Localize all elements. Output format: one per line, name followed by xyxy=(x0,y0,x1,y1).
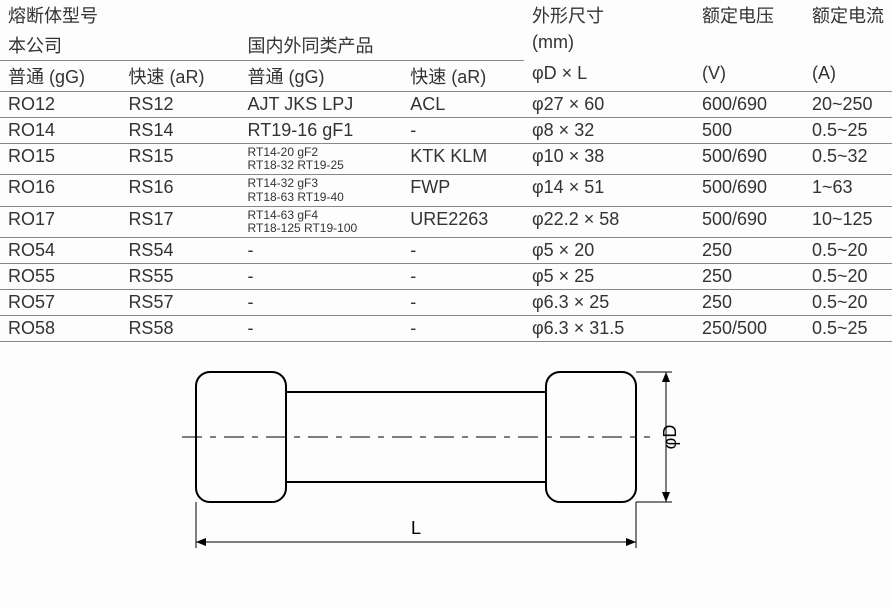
cell-a: 0.5~20 xyxy=(804,264,892,290)
cell-ar: RS17 xyxy=(120,206,239,237)
cell-dim: 8 × 32 xyxy=(524,118,694,144)
cell-ar: RS12 xyxy=(120,92,239,118)
cell-gg: RO58 xyxy=(0,316,120,342)
hdr-ar: 快速 (aR) xyxy=(120,61,239,92)
hdr-fuse-model: 熔断体型号 xyxy=(0,0,240,30)
cell-dim: 6.3 × 31.5 xyxy=(524,316,694,342)
table-row: RO55RS55--5 × 252500.5~20 xyxy=(0,264,892,290)
cell-dim: 5 × 25 xyxy=(524,264,694,290)
cell-ar: RS14 xyxy=(120,118,239,144)
cell-v: 250/500 xyxy=(694,316,804,342)
cell-dim: 10 × 38 xyxy=(524,144,694,175)
cell-ar: RS15 xyxy=(120,144,239,175)
cell-a: 0.5~25 xyxy=(804,118,892,144)
cell-gg: RO12 xyxy=(0,92,120,118)
cell-pgg: RT19-16 gF1 xyxy=(240,118,403,144)
cell-v: 600/690 xyxy=(694,92,804,118)
table-row: RO16RS16RT14-32 gF3RT18-63 RT19-40FWP14 … xyxy=(0,175,892,206)
cell-dim: 27 × 60 xyxy=(524,92,694,118)
cell-gg: RO55 xyxy=(0,264,120,290)
cell-v: 250 xyxy=(694,238,804,264)
table-row: RO58RS58--6.3 × 31.5250/5000.5~25 xyxy=(0,316,892,342)
cell-ar: RS58 xyxy=(120,316,239,342)
cell-dim: 14 × 51 xyxy=(524,175,694,206)
cell-dim: 5 × 20 xyxy=(524,238,694,264)
table-row: RO15RS15RT14-20 gF2RT18-32 RT19-25KTK KL… xyxy=(0,144,892,175)
hdr-similar-products: 国内外同类产品 xyxy=(240,30,524,61)
hdr-dim-unit: (mm) xyxy=(524,30,694,61)
svg-text:L: L xyxy=(411,518,421,538)
cell-a: 0.5~20 xyxy=(804,238,892,264)
hdr-par: 快速 (aR) xyxy=(402,61,524,92)
cell-gg: RO16 xyxy=(0,175,120,206)
cell-pgg: RT14-32 gF3RT18-63 RT19-40 xyxy=(240,175,403,206)
cell-gg: RO54 xyxy=(0,238,120,264)
cell-pgg: AJT JKS LPJ xyxy=(240,92,403,118)
cell-par: - xyxy=(402,264,524,290)
cell-a: 0.5~25 xyxy=(804,316,892,342)
cell-a: 0.5~20 xyxy=(804,290,892,316)
table-row: RO12RS12AJT JKS LPJACL27 × 60600/69020~2… xyxy=(0,92,892,118)
cell-v: 500/690 xyxy=(694,175,804,206)
fuse-diagram: φD L xyxy=(166,362,726,582)
header-row-2: 本公司 国内外同类产品 (mm) xyxy=(0,30,892,61)
cell-gg: RO14 xyxy=(0,118,120,144)
hdr-rated-voltage: 额定电压 xyxy=(694,0,804,30)
cell-par: - xyxy=(402,290,524,316)
cell-v: 250 xyxy=(694,290,804,316)
cell-ar: RS57 xyxy=(120,290,239,316)
hdr-our-company: 本公司 xyxy=(0,30,240,61)
cell-a: 1~63 xyxy=(804,175,892,206)
cell-pgg: - xyxy=(240,290,403,316)
cell-par: - xyxy=(402,316,524,342)
hdr-pgg: 普通 (gG) xyxy=(240,61,403,92)
cell-dim: 22.2 × 58 xyxy=(524,206,694,237)
hdr-v-unit: (V) xyxy=(694,61,804,92)
cell-pgg: - xyxy=(240,316,403,342)
table-body: RO12RS12AJT JKS LPJACL27 × 60600/69020~2… xyxy=(0,92,892,342)
cell-dim: 6.3 × 25 xyxy=(524,290,694,316)
cell-par: FWP xyxy=(402,175,524,206)
cell-ar: RS55 xyxy=(120,264,239,290)
cell-pgg: - xyxy=(240,264,403,290)
cell-v: 250 xyxy=(694,264,804,290)
header-row-1: 熔断体型号 外形尺寸 额定电压 额定电流 xyxy=(0,0,892,30)
cell-par: KTK KLM xyxy=(402,144,524,175)
header-row-3: 普通 (gG) 快速 (aR) 普通 (gG) 快速 (aR) D × L (V… xyxy=(0,61,892,92)
hdr-d-by-l: D × L xyxy=(524,61,694,92)
cell-a: 20~250 xyxy=(804,92,892,118)
fuse-spec-table: 熔断体型号 外形尺寸 额定电压 额定电流 本公司 国内外同类产品 (mm) 普通… xyxy=(0,0,892,342)
svg-text:φD: φD xyxy=(660,425,680,450)
cell-par: ACL xyxy=(402,92,524,118)
table-row: RO17RS17RT14-63 gF4RT18-125 RT19-100URE2… xyxy=(0,206,892,237)
hdr-rated-current: 额定电流 xyxy=(804,0,892,30)
table-row: RO57RS57--6.3 × 252500.5~20 xyxy=(0,290,892,316)
cell-a: 10~125 xyxy=(804,206,892,237)
hdr-dimensions: 外形尺寸 xyxy=(524,0,694,30)
cell-gg: RO15 xyxy=(0,144,120,175)
cell-par: - xyxy=(402,238,524,264)
table-row: RO54RS54--5 × 202500.5~20 xyxy=(0,238,892,264)
cell-a: 0.5~32 xyxy=(804,144,892,175)
cell-gg: RO57 xyxy=(0,290,120,316)
cell-pgg: RT14-63 gF4RT18-125 RT19-100 xyxy=(240,206,403,237)
hdr-a-unit: (A) xyxy=(804,61,892,92)
hdr-gg: 普通 (gG) xyxy=(0,61,120,92)
cell-pgg: RT14-20 gF2RT18-32 RT19-25 xyxy=(240,144,403,175)
cell-v: 500/690 xyxy=(694,206,804,237)
cell-v: 500/690 xyxy=(694,144,804,175)
cell-par: - xyxy=(402,118,524,144)
cell-par: URE2263 xyxy=(402,206,524,237)
cell-gg: RO17 xyxy=(0,206,120,237)
cell-v: 500 xyxy=(694,118,804,144)
fuse-diagram-container: φD L xyxy=(0,362,892,582)
table-row: RO14RS14RT19-16 gF1-8 × 325000.5~25 xyxy=(0,118,892,144)
cell-ar: RS54 xyxy=(120,238,239,264)
cell-ar: RS16 xyxy=(120,175,239,206)
cell-pgg: - xyxy=(240,238,403,264)
